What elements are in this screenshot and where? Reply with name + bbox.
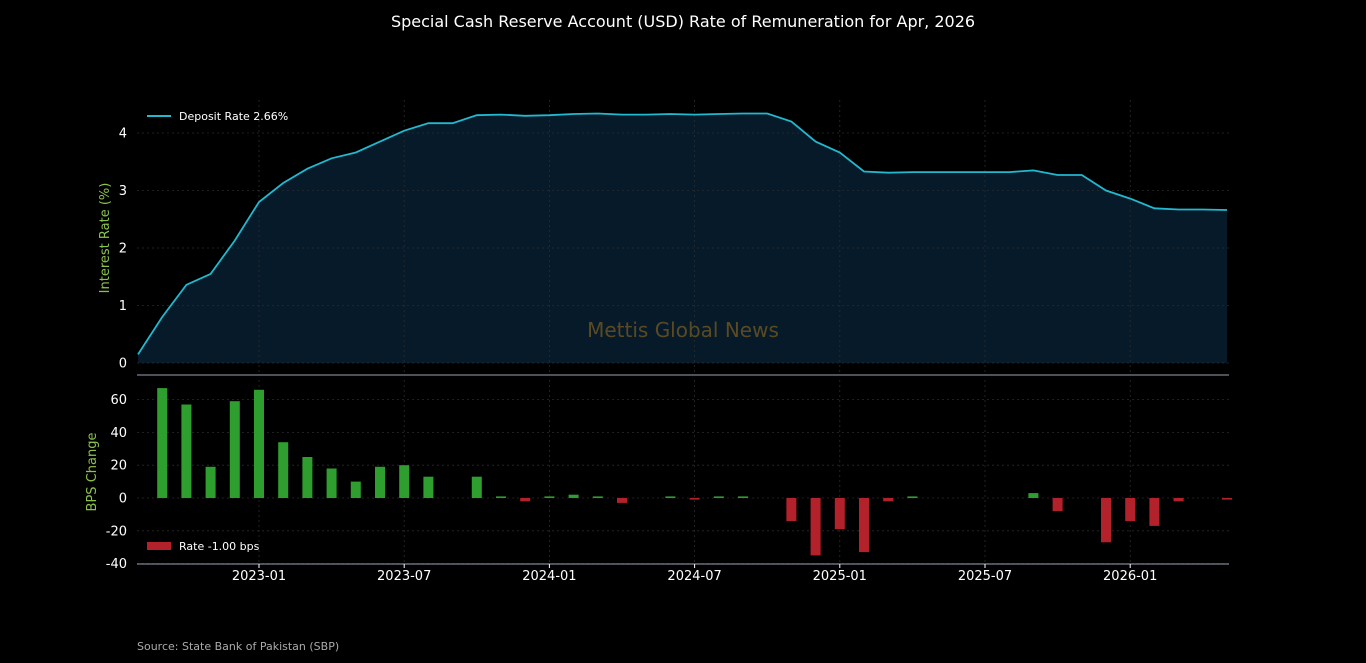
- bps-bar: [1149, 498, 1160, 526]
- bottom-y-tick-label: 20: [110, 459, 127, 474]
- watermark: Mettis Global News: [587, 318, 779, 342]
- bps-bar: [1052, 498, 1063, 512]
- source-note: Source: State Bank of Pakistan (SBP): [137, 640, 339, 653]
- bps-bar: [665, 496, 676, 498]
- bps-bar: [302, 457, 313, 498]
- bottom-legend-swatch: [147, 542, 171, 550]
- bps-bar: [713, 496, 724, 498]
- x-tick-label: 2023-07: [377, 569, 431, 584]
- bps-bar: [786, 498, 797, 521]
- top-y-tick-label: 1: [119, 299, 127, 314]
- bps-bar: [520, 498, 531, 502]
- bps-bar: [399, 465, 410, 498]
- bps-bar: [423, 476, 434, 498]
- x-tick-label: 2023-01: [232, 569, 286, 584]
- bps-bar: [1028, 493, 1039, 498]
- top-y-axis-label: Interest Rate (%): [98, 183, 113, 294]
- top-y-tick-label: 3: [119, 184, 127, 199]
- bps-bar: [278, 442, 289, 498]
- bottom-y-tick-label: -20: [106, 524, 127, 539]
- bps-bar: [544, 496, 555, 498]
- bps-bar: [205, 466, 216, 498]
- x-tick-label: 2025-07: [958, 569, 1012, 584]
- bps-bar: [859, 498, 869, 553]
- bottom-y-tick-label: 40: [110, 426, 127, 441]
- bps-bar: [1173, 498, 1184, 502]
- bps-bar: [883, 498, 894, 502]
- bps-bar: [592, 496, 603, 498]
- bps-bar: [1101, 498, 1111, 543]
- bps-bar: [496, 496, 506, 498]
- top-y-tick-label: 2: [119, 242, 127, 257]
- bps-bar: [568, 494, 579, 498]
- deposit-rate-line: [137, 112, 1228, 355]
- bps-bar: [181, 404, 192, 498]
- bps-bar: [350, 481, 361, 498]
- top-y-tick-label: 0: [119, 357, 127, 372]
- chart-title: Special Cash Reserve Account (USD) Rate …: [391, 12, 975, 31]
- bps-bar: [326, 468, 337, 498]
- bps-bar: [1125, 498, 1136, 521]
- x-tick-label: 2024-07: [667, 569, 721, 584]
- bps-bar: [254, 389, 264, 498]
- bps-bar: [907, 496, 918, 498]
- bps-bar: [810, 498, 821, 556]
- bps-bar: [834, 498, 845, 530]
- top-legend: Deposit Rate 2.66%: [147, 110, 288, 123]
- x-tick-label: 2026-01: [1103, 569, 1157, 584]
- bottom-legend-label: Rate -1.00 bps: [179, 540, 260, 553]
- bps-bar: [617, 498, 627, 503]
- bps-bar: [375, 466, 385, 498]
- x-tick-label: 2024-01: [522, 569, 576, 584]
- bottom-y-tick-label: 0: [119, 492, 127, 507]
- bottom-legend: Rate -1.00 bps: [147, 540, 260, 553]
- top-y-tick-label: 4: [119, 127, 127, 142]
- bottom-y-tick-label: 60: [110, 393, 127, 408]
- bps-bar: [157, 388, 168, 498]
- bps-bar: [1222, 498, 1232, 500]
- x-tick-label: 2025-01: [813, 569, 867, 584]
- top-legend-label: Deposit Rate 2.66%: [179, 110, 288, 123]
- deposit-rate-area: [138, 113, 1227, 363]
- bottom-y-axis-label: BPS Change: [85, 433, 100, 512]
- bps-bar: [471, 476, 482, 498]
- bps-bar: [689, 498, 700, 500]
- bps-bar: [738, 496, 748, 498]
- bps-bar: [229, 401, 240, 498]
- bottom-y-tick-label: -40: [106, 557, 127, 572]
